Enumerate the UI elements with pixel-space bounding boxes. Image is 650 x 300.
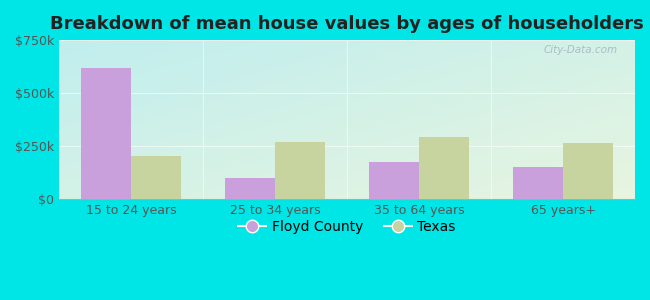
Legend: Floyd County, Texas: Floyd County, Texas [233,214,462,239]
Bar [81,68,131,199]
Title: Breakdown of mean house values by ages of householders: Breakdown of mean house values by ages o… [50,15,644,33]
Text: City-Data.com: City-Data.com [543,45,618,55]
Bar [275,142,326,199]
Bar [563,142,614,199]
Bar [419,137,469,199]
Bar [131,156,181,199]
Bar [369,162,419,199]
Bar [225,178,275,199]
Bar [513,167,563,199]
